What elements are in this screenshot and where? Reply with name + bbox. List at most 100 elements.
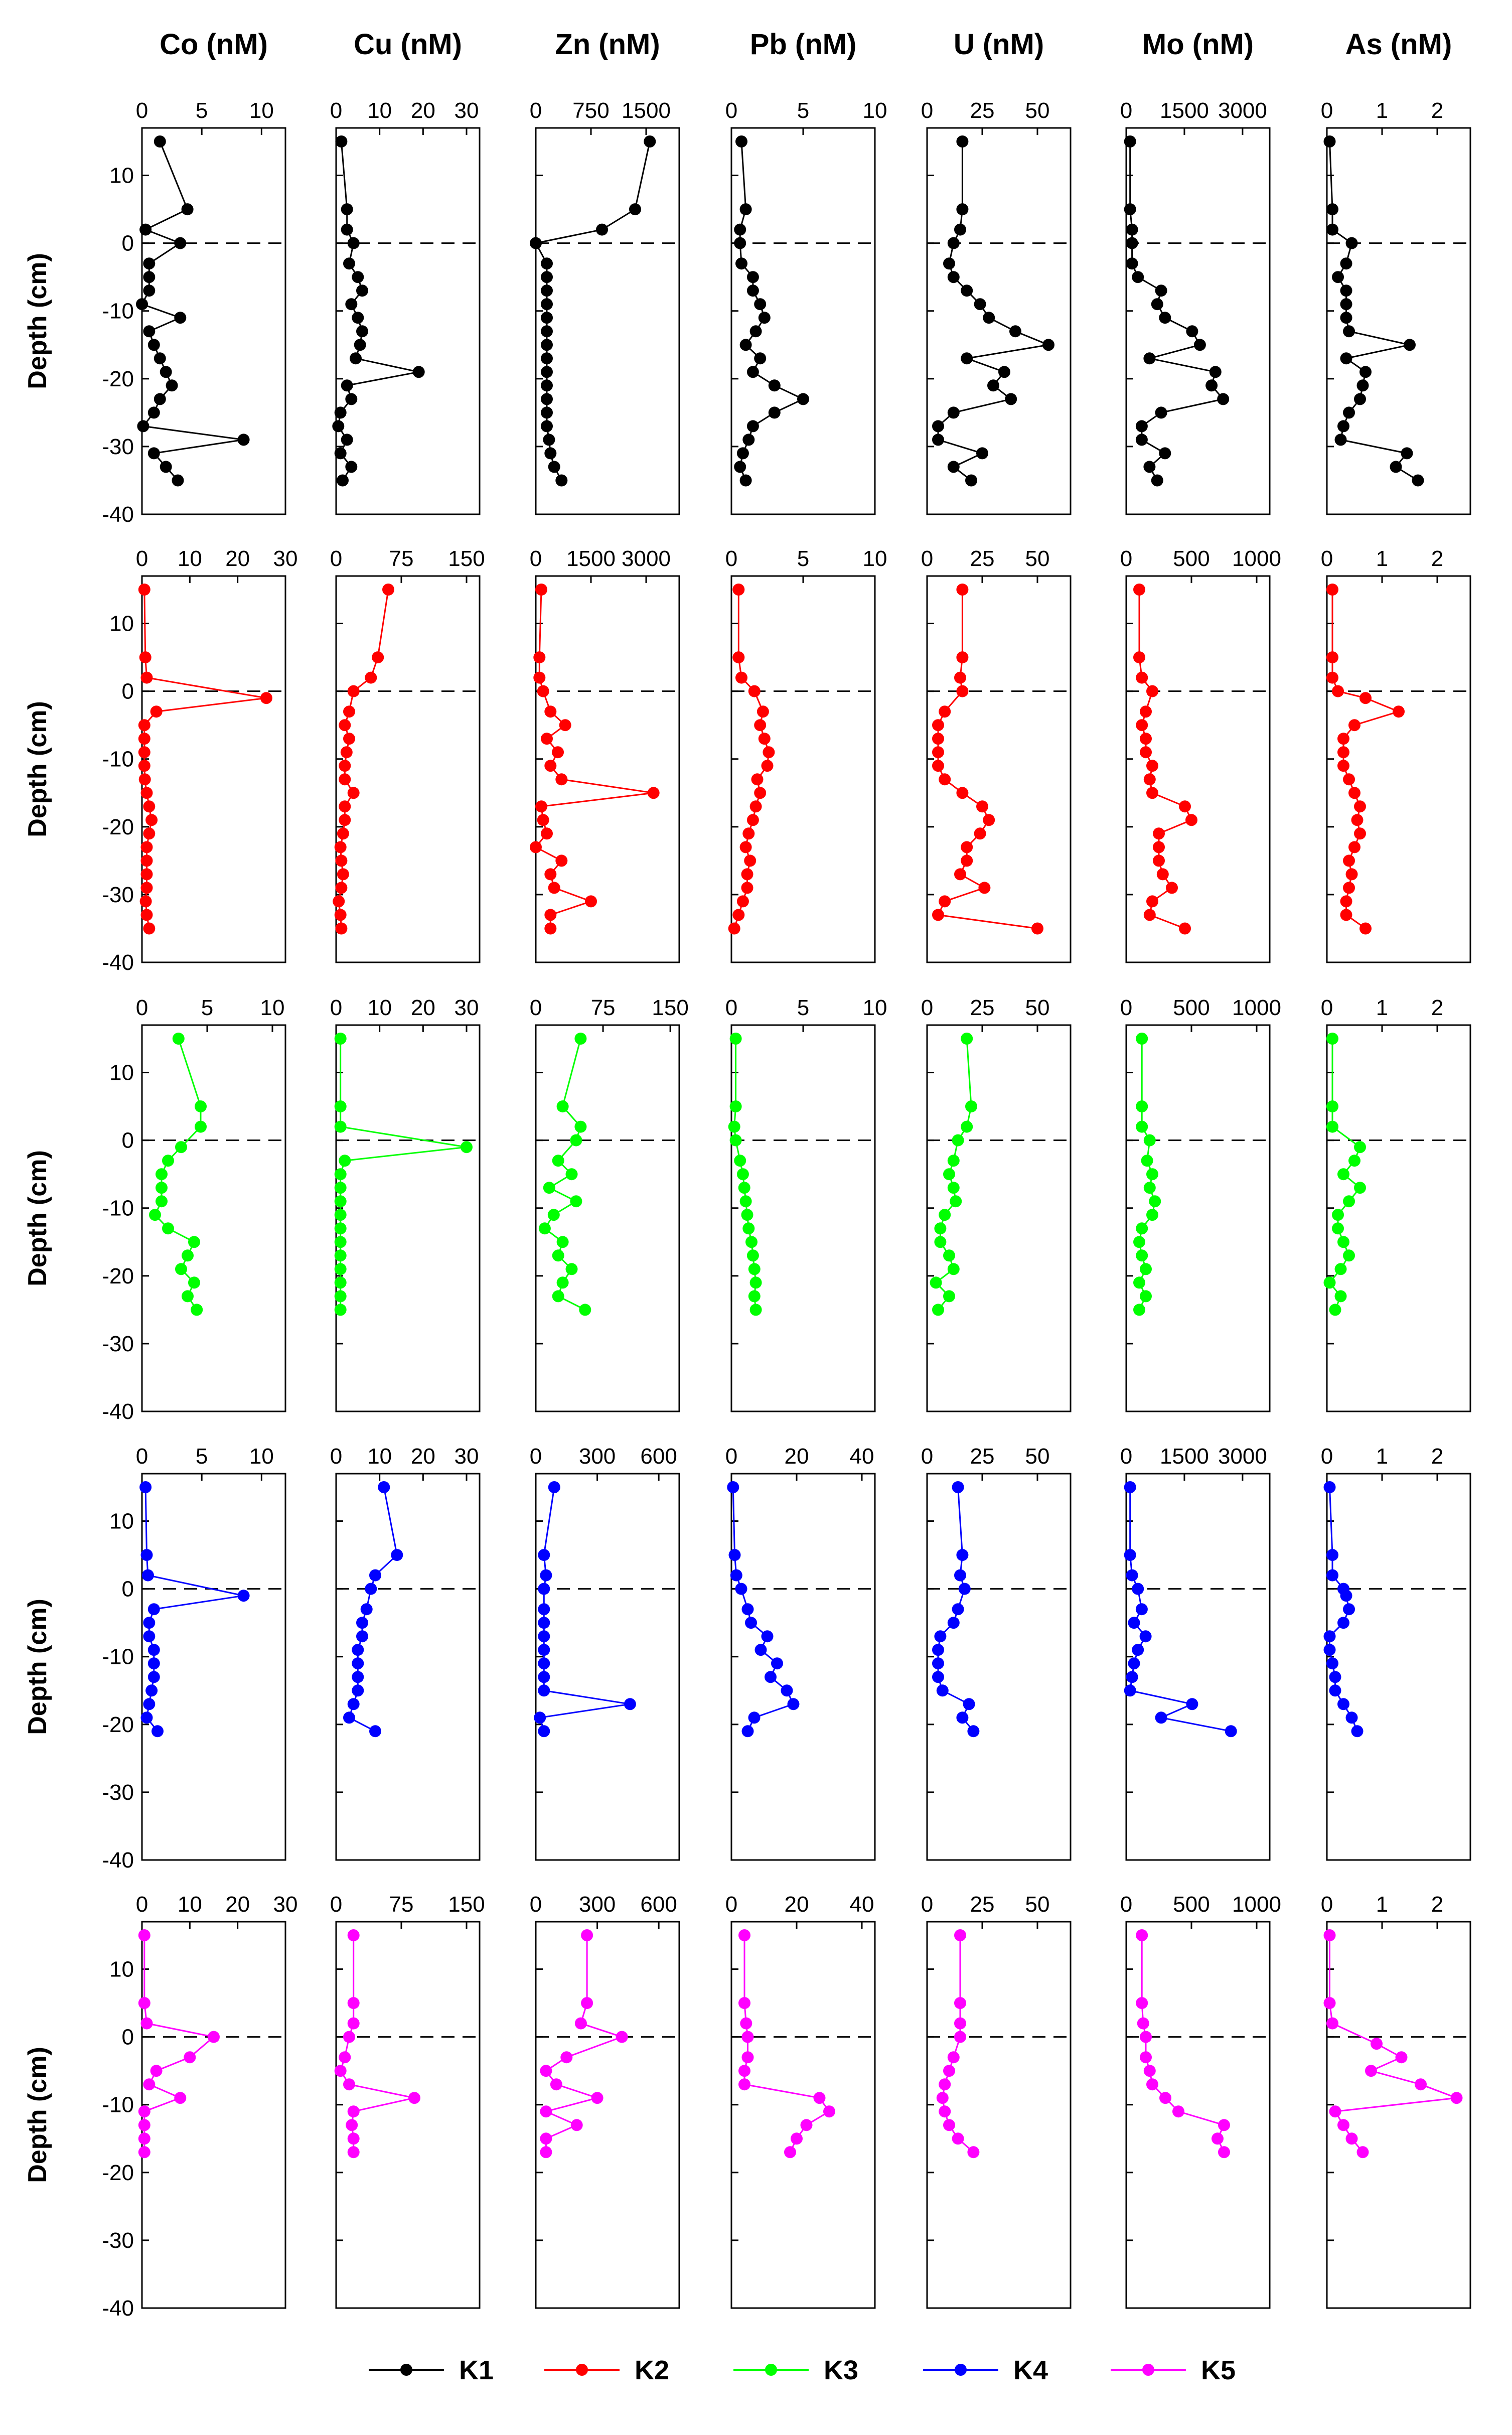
data-point [343, 1711, 355, 1724]
x-tick-label: 0 [1321, 98, 1333, 123]
data-point [956, 787, 969, 799]
data-point [334, 1249, 347, 1262]
data-point [579, 1304, 591, 1316]
data-point [961, 1120, 973, 1133]
x-tick-label: 50 [1025, 1444, 1050, 1469]
data-point [1323, 1929, 1336, 1941]
data-point [974, 298, 986, 311]
data-point [1193, 339, 1206, 351]
data-point [932, 733, 944, 745]
x-tick-label: 0 [530, 1892, 542, 1917]
data-point [1345, 2132, 1358, 2145]
y-tick-label: -20 [102, 815, 134, 839]
x-tick-label: 1500 [1160, 1444, 1209, 1469]
data-point [1351, 1725, 1364, 1738]
data-point [140, 1549, 153, 1561]
series-line [937, 141, 1051, 481]
data-point [182, 1249, 194, 1262]
data-point [797, 393, 809, 405]
x-tick-label: 0 [1120, 98, 1132, 123]
x-tick-label: 0 [1120, 546, 1132, 571]
data-point [565, 1263, 578, 1275]
data-point [1343, 1603, 1355, 1616]
data-point [347, 2017, 360, 2030]
data-point [541, 339, 553, 351]
data-point [961, 854, 973, 867]
data-point [1359, 366, 1372, 378]
panel-pb-k2: 0 5 10 [725, 546, 887, 963]
data-point [1212, 2132, 1224, 2145]
data-point [616, 2031, 628, 2043]
panel-zn-k4: 0 300 600 [530, 1444, 680, 1861]
data-point [337, 474, 349, 487]
x-tick-label: 75 [389, 546, 414, 571]
data-point [748, 685, 761, 697]
x-tick-label: 5 [797, 546, 809, 571]
data-point [139, 223, 152, 236]
plot-frame [730, 1473, 876, 1861]
x-tick-label: 30 [273, 546, 298, 571]
data-point [347, 237, 360, 249]
data-point [552, 1155, 564, 1167]
data-point [745, 1617, 757, 1629]
column-header: Zn (nM) [555, 28, 660, 61]
data-point [555, 773, 568, 786]
x-tick-label: 0 [1120, 995, 1132, 1020]
data-point [334, 1168, 347, 1181]
legend-label: K1 [459, 2355, 494, 2385]
data-point [540, 2146, 552, 2159]
data-point [574, 2017, 587, 2030]
data-point [1132, 1583, 1144, 1595]
data-point [555, 474, 568, 487]
data-point [352, 312, 364, 324]
plot-frame [141, 1473, 286, 1861]
data-point [544, 868, 557, 881]
data-point [237, 434, 250, 446]
panel-mo-k1: 0 1500 3000 [1120, 98, 1271, 515]
x-tick-label: 0 [1321, 546, 1333, 571]
data-point [742, 434, 755, 446]
data-point [998, 366, 1010, 378]
data-point [538, 1671, 550, 1683]
data-point [1135, 1603, 1148, 1616]
plot-frame [335, 1024, 481, 1412]
data-point [1326, 1657, 1338, 1670]
data-point [1140, 1263, 1152, 1275]
data-point [1326, 651, 1338, 664]
data-point [742, 1222, 755, 1235]
data-point [172, 1033, 185, 1045]
y-tick-label: -30 [102, 435, 134, 459]
data-point [140, 671, 153, 684]
data-point [956, 135, 969, 148]
data-point [541, 352, 553, 365]
data-point [939, 773, 951, 786]
data-point [727, 1481, 739, 1493]
data-point [140, 787, 153, 799]
legend-item-k5: K5 [1111, 2355, 1236, 2385]
data-point [535, 800, 547, 813]
data-point [544, 447, 557, 460]
data-point [541, 284, 553, 297]
panel-as-k5: 0 1 2 [1321, 1892, 1471, 2309]
data-point [461, 1141, 473, 1154]
data-point [140, 868, 153, 881]
plot-frame [1125, 1473, 1271, 1861]
data-point [1326, 1120, 1338, 1133]
data-point [138, 746, 150, 759]
y-tick-label: 0 [122, 2025, 134, 2050]
panel-cu-k2: 0 75 150 [330, 546, 485, 963]
data-point [754, 352, 767, 365]
x-tick-label: 2 [1431, 546, 1443, 571]
data-point [736, 895, 749, 908]
data-point [1136, 1249, 1148, 1262]
data-point [738, 1182, 750, 1194]
x-tick-label: 0 [725, 98, 737, 123]
data-point [556, 1100, 569, 1113]
data-point [143, 800, 156, 813]
x-tick-label: 25 [970, 98, 995, 123]
data-point [147, 339, 160, 351]
legend-marker [400, 2364, 412, 2376]
data-point [943, 1249, 955, 1262]
data-point [956, 1711, 969, 1724]
y-tick-label: -40 [102, 950, 134, 975]
